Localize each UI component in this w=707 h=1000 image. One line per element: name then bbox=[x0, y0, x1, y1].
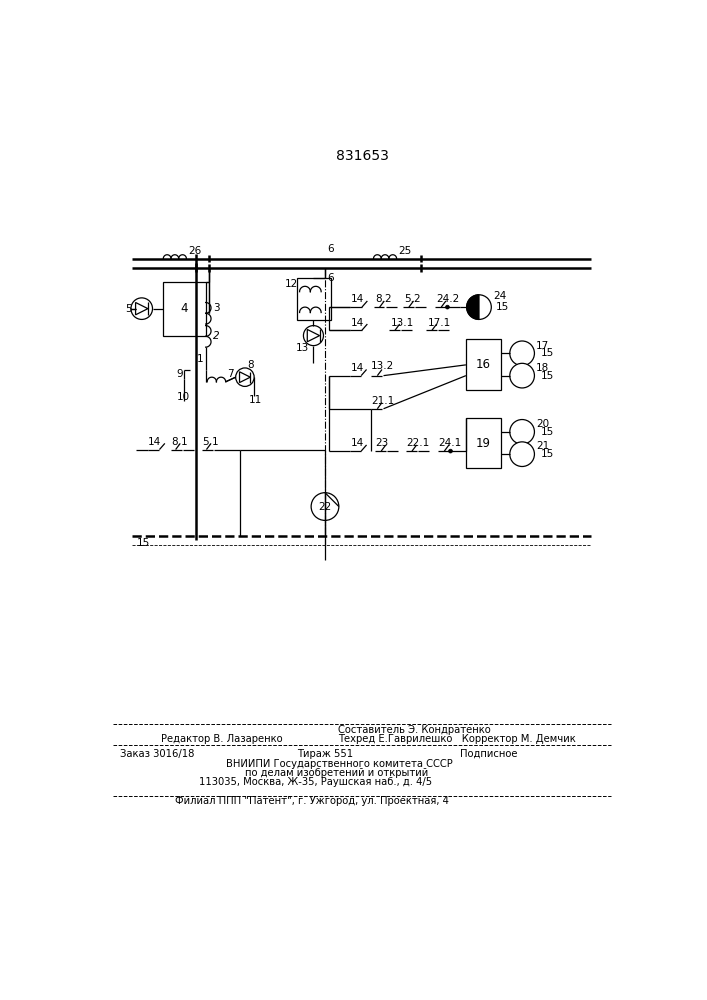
Text: по делам изобретений и открытий: по делам изобретений и открытий bbox=[245, 768, 428, 778]
Text: Заказ 3016/18: Заказ 3016/18 bbox=[120, 749, 194, 759]
Text: 22: 22 bbox=[318, 502, 332, 512]
Text: 15: 15 bbox=[541, 427, 554, 437]
Text: 11: 11 bbox=[249, 395, 262, 405]
Text: 8.2: 8.2 bbox=[375, 294, 392, 304]
Text: 15: 15 bbox=[541, 449, 554, 459]
Text: 10: 10 bbox=[176, 392, 189, 402]
Text: 831653: 831653 bbox=[336, 149, 388, 163]
Text: 6: 6 bbox=[327, 244, 334, 254]
Text: 8.1: 8.1 bbox=[171, 437, 187, 447]
Circle shape bbox=[510, 442, 534, 467]
Circle shape bbox=[303, 326, 324, 346]
Text: 14: 14 bbox=[351, 294, 363, 304]
Text: 17: 17 bbox=[536, 341, 549, 351]
Text: 13: 13 bbox=[296, 343, 309, 353]
Bar bbox=[466, 339, 501, 389]
Text: 18: 18 bbox=[536, 363, 549, 373]
Text: Редактор В. Лазаренко: Редактор В. Лазаренко bbox=[161, 734, 283, 744]
Circle shape bbox=[467, 295, 491, 319]
Text: 19: 19 bbox=[475, 437, 491, 450]
Text: 23: 23 bbox=[375, 438, 388, 448]
Wedge shape bbox=[467, 295, 479, 319]
Circle shape bbox=[448, 449, 452, 453]
Text: 22.1: 22.1 bbox=[406, 438, 429, 448]
Bar bbox=[466, 418, 501, 468]
Text: 14: 14 bbox=[148, 437, 161, 447]
Text: ВНИИПИ Государственного комитета СССР: ВНИИПИ Государственного комитета СССР bbox=[226, 759, 453, 769]
Text: 2: 2 bbox=[214, 331, 220, 341]
Text: 15: 15 bbox=[496, 302, 509, 312]
Text: Составитель Э. Кондратенко: Составитель Э. Кондратенко bbox=[338, 725, 491, 735]
Text: Тираж 551: Тираж 551 bbox=[297, 749, 353, 759]
Text: 3: 3 bbox=[214, 303, 220, 313]
Text: 25: 25 bbox=[398, 246, 411, 256]
Text: Филиал ППП "Патент", г. Ужгород, ул. Проектная, 4: Филиал ППП "Патент", г. Ужгород, ул. Про… bbox=[175, 796, 448, 806]
Text: 1: 1 bbox=[197, 354, 203, 364]
Text: 24.2: 24.2 bbox=[437, 294, 460, 304]
Text: 14: 14 bbox=[351, 318, 363, 328]
Text: 16: 16 bbox=[475, 358, 491, 371]
Text: 5.2: 5.2 bbox=[404, 294, 421, 304]
Text: Подписное: Подписное bbox=[460, 749, 518, 759]
Circle shape bbox=[510, 363, 534, 388]
Text: 4: 4 bbox=[180, 302, 188, 315]
Text: 8: 8 bbox=[247, 360, 254, 370]
Bar bbox=[163, 282, 206, 336]
Text: 21.1: 21.1 bbox=[371, 396, 395, 406]
Text: 15: 15 bbox=[541, 371, 554, 381]
Text: 14: 14 bbox=[351, 363, 363, 373]
Circle shape bbox=[235, 368, 254, 386]
Circle shape bbox=[311, 493, 339, 520]
Circle shape bbox=[510, 341, 534, 366]
Text: 13.1: 13.1 bbox=[390, 318, 414, 328]
Text: 113035, Москва, Ж-35, Раушская наб., д. 4/5: 113035, Москва, Ж-35, Раушская наб., д. … bbox=[199, 777, 432, 787]
Text: 15: 15 bbox=[541, 348, 554, 358]
Text: 7: 7 bbox=[227, 369, 234, 379]
Bar bbox=[296, 278, 331, 320]
Text: 21: 21 bbox=[536, 441, 549, 451]
Text: 17.1: 17.1 bbox=[428, 318, 450, 328]
Text: 5: 5 bbox=[125, 304, 132, 314]
Circle shape bbox=[131, 298, 153, 319]
Text: 5.1: 5.1 bbox=[201, 437, 218, 447]
Text: 9: 9 bbox=[176, 369, 183, 379]
Text: 12: 12 bbox=[285, 279, 298, 289]
Text: 20: 20 bbox=[536, 419, 549, 429]
Text: Техред Е.Гаврилешко   Корректор М. Демчик: Техред Е.Гаврилешко Корректор М. Демчик bbox=[338, 734, 575, 744]
Text: 15: 15 bbox=[136, 538, 150, 548]
Text: 24: 24 bbox=[493, 291, 506, 301]
Circle shape bbox=[510, 420, 534, 444]
Circle shape bbox=[445, 305, 450, 309]
Text: 13.2: 13.2 bbox=[371, 361, 395, 371]
Text: 26: 26 bbox=[189, 246, 202, 256]
Text: 6: 6 bbox=[327, 273, 334, 283]
Text: 24.1: 24.1 bbox=[438, 438, 462, 448]
Text: 14: 14 bbox=[351, 438, 363, 448]
